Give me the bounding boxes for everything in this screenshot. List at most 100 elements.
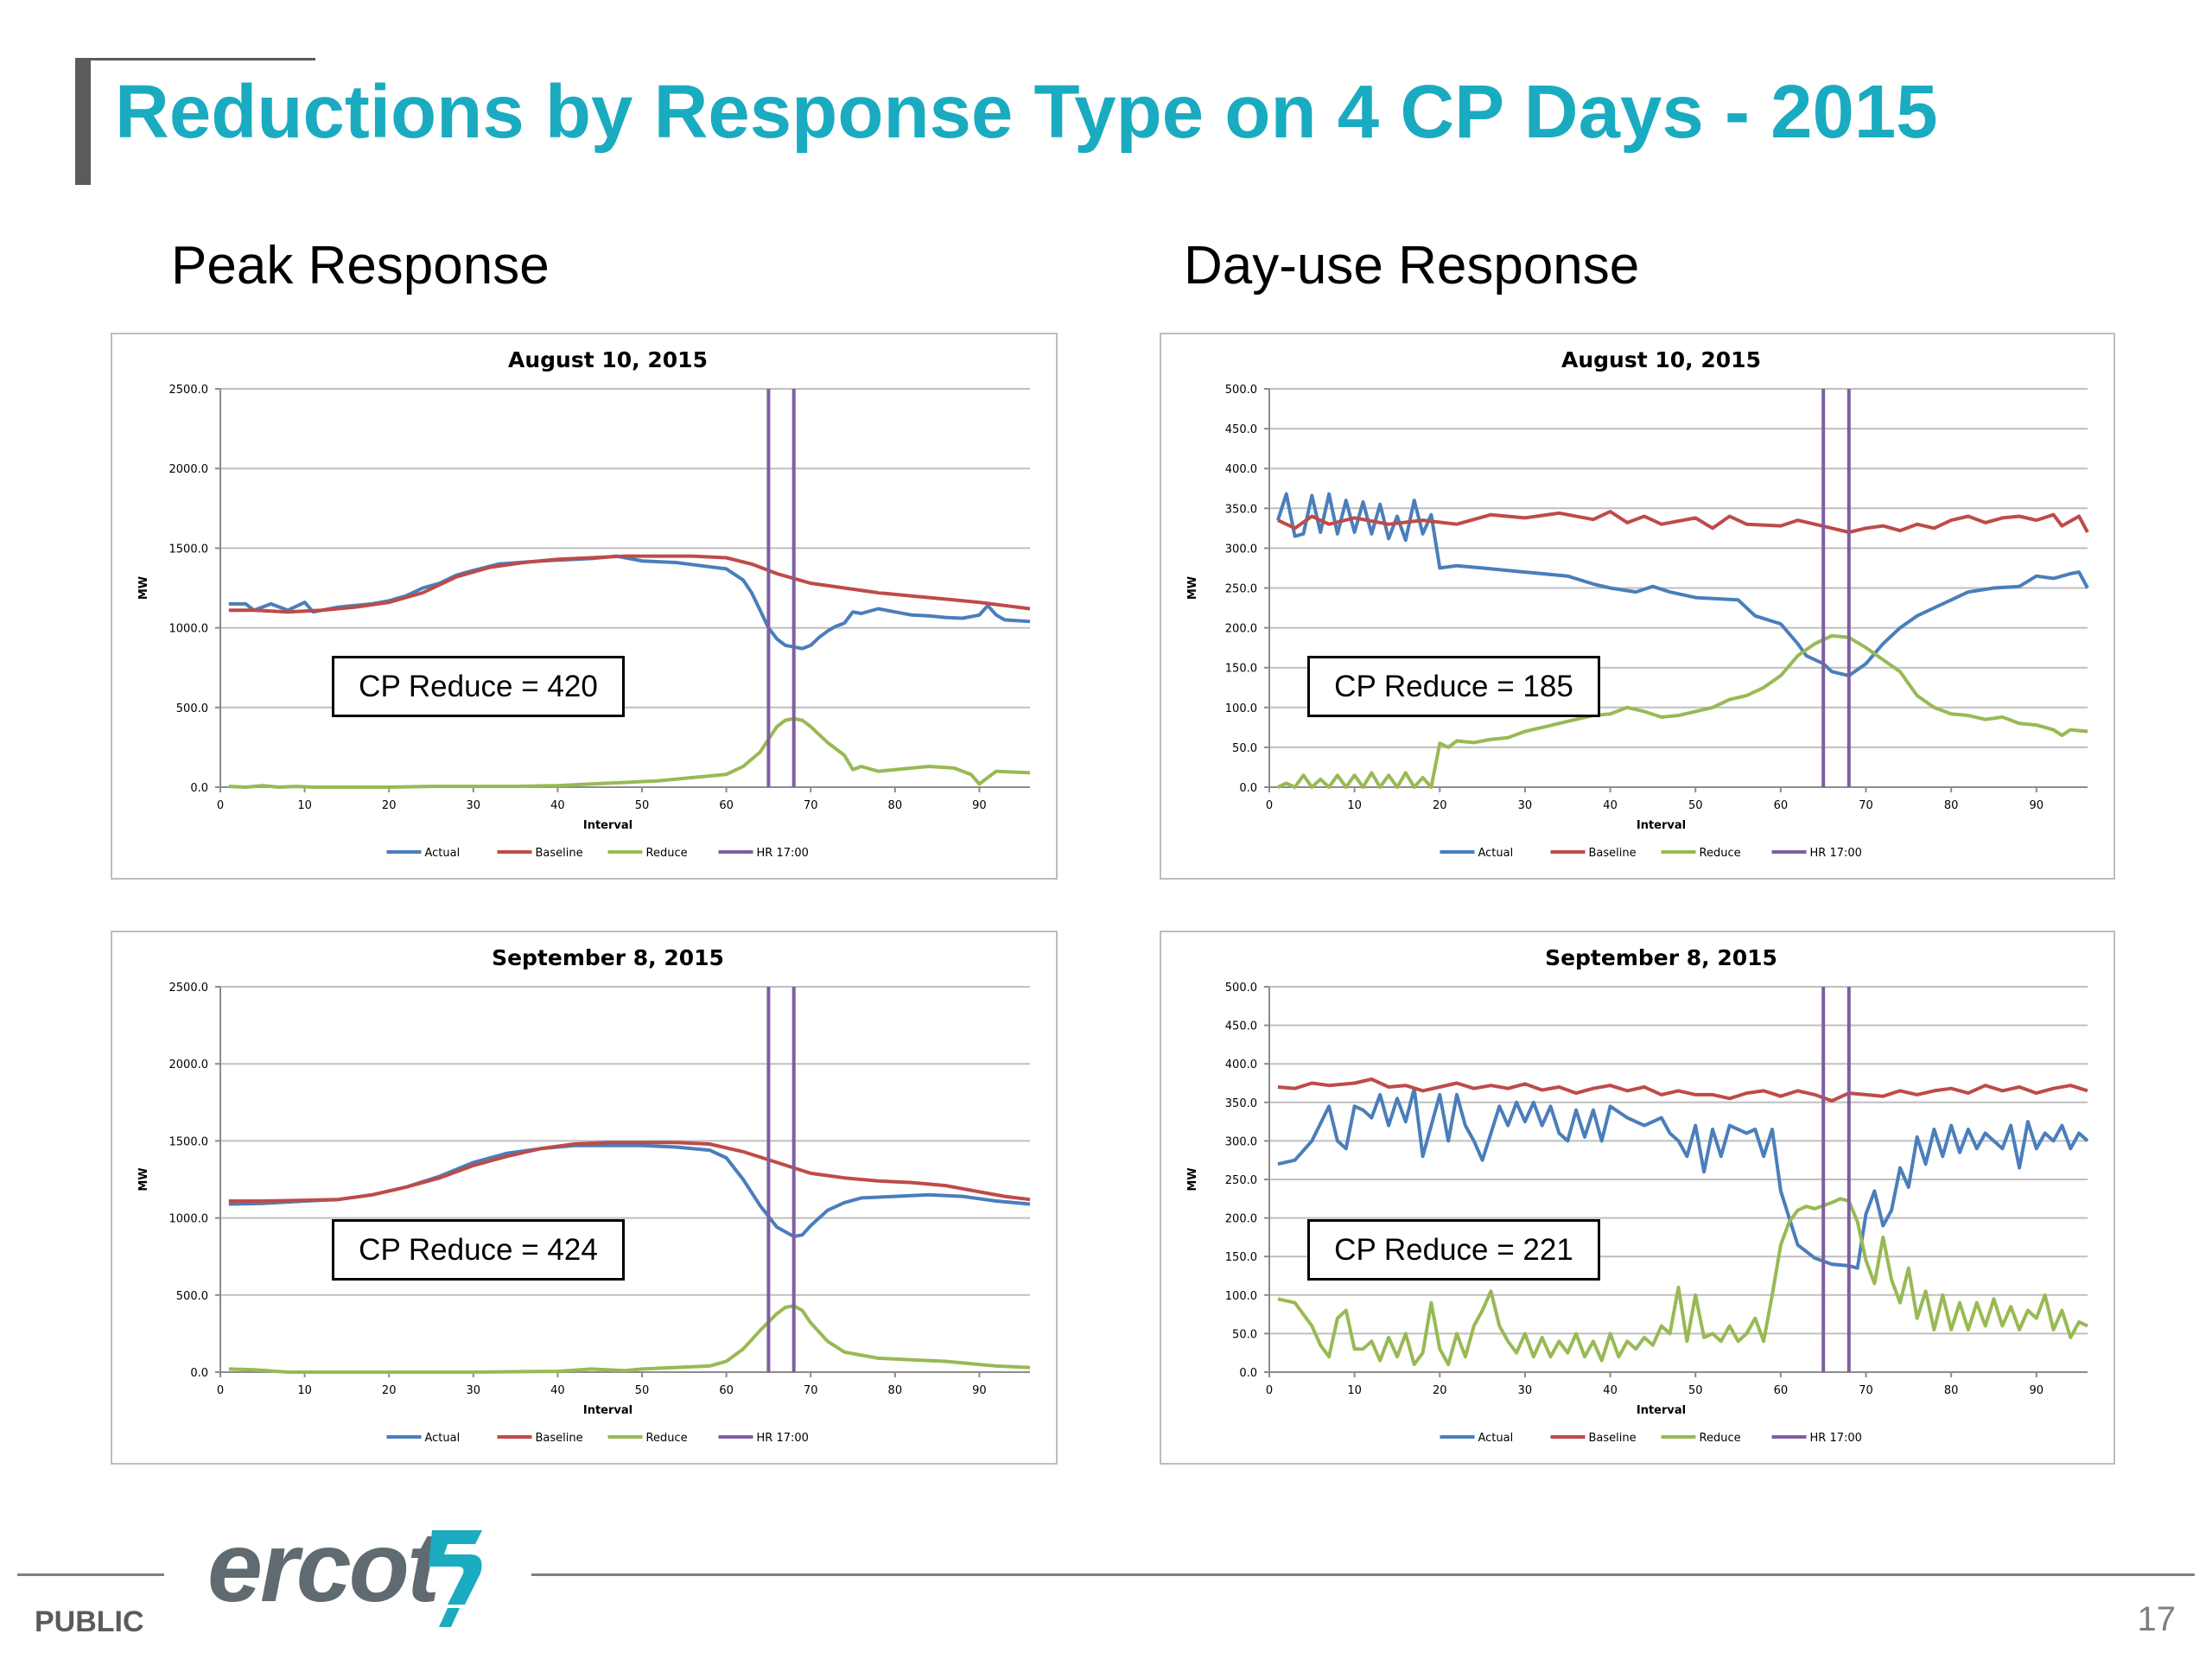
series-line-baseline [1277, 1077, 2088, 1103]
y-tick-label: 500.0 [176, 1290, 208, 1303]
chart-svg: August 10, 2015 0.0 50.0 100.0 150.0 200.0 250… [1186, 347, 2089, 860]
legend-label: HR 17:00 [757, 847, 809, 860]
cp-reduce-box-peak-september: CP Reduce = 424 [332, 1219, 625, 1281]
x-tick-label: 70 [1859, 799, 1873, 812]
y-axis-label: MW [1186, 1167, 1199, 1191]
slide-title: Reductions by Response Type on 4 CP Days… [115, 70, 1938, 154]
legend-label: Reduce [1700, 1432, 1741, 1445]
series-line-baseline [228, 1141, 1031, 1203]
y-tick-label: 400.0 [1225, 1058, 1257, 1071]
series-line-reduce [228, 716, 1031, 789]
x-tick-label: 80 [1944, 1384, 1959, 1397]
x-tick-label: 50 [635, 799, 650, 812]
series-line-baseline [228, 554, 1031, 614]
y-tick-label: 100.0 [1225, 702, 1257, 715]
chart-dayuse-august: August 10, 2015 0.0 50.0 100.0 150.0 200.0 250… [1160, 333, 2115, 880]
legend-label: Actual [425, 847, 461, 860]
series-line-baseline [1277, 510, 2089, 534]
x-tick-label: 10 [297, 799, 312, 812]
legend-label: Baseline [536, 847, 583, 860]
legend-label: Reduce [646, 847, 688, 860]
x-axis-label: Interval [1637, 1404, 1686, 1417]
y-tick-label: 2500.0 [169, 982, 209, 995]
x-tick-label: 60 [1774, 799, 1789, 812]
x-tick-label: 90 [972, 1384, 987, 1397]
y-tick-label: 500.0 [176, 702, 208, 715]
chart-title: August 10, 2015 [508, 347, 708, 372]
y-tick-label: 450.0 [1225, 1020, 1257, 1033]
y-tick-label: 0.0 [190, 782, 208, 795]
y-tick-label: 0.0 [1239, 1367, 1257, 1380]
series-line-reduce [228, 1304, 1031, 1374]
y-tick-label: 500.0 [1225, 384, 1257, 397]
chart-svg: August 10, 2015 0.0 500.0 1000.0 1500.0 2000.… [137, 347, 1031, 860]
x-tick-label: 50 [1688, 1384, 1703, 1397]
footer-line-left [17, 1573, 164, 1576]
legend-label: HR 17:00 [757, 1432, 809, 1445]
footer-line-right [531, 1573, 2195, 1576]
y-tick-label: 0.0 [1239, 782, 1257, 795]
x-tick-label: 60 [1774, 1384, 1789, 1397]
y-tick-label: 2000.0 [169, 1058, 209, 1071]
y-tick-label: 150.0 [1225, 1251, 1257, 1264]
series-line-reduce [1277, 1197, 2088, 1367]
y-tick-label: 350.0 [1225, 1097, 1257, 1110]
y-tick-label: 0.0 [190, 1367, 208, 1380]
chart-peak-august: August 10, 2015 0.0 500.0 1000.0 1500.0 2000.… [111, 333, 1058, 880]
y-tick-label: 150.0 [1225, 663, 1257, 676]
x-tick-label: 90 [2030, 799, 2044, 812]
y-tick-label: 50.0 [1232, 1328, 1257, 1341]
x-tick-label: 0 [217, 1384, 224, 1397]
x-tick-label: 20 [1433, 799, 1447, 812]
legend-label: Reduce [1700, 847, 1741, 860]
x-tick-label: 30 [467, 799, 481, 812]
series-line-actual [1277, 1086, 2089, 1270]
x-tick-label: 90 [972, 799, 987, 812]
chart-title: September 8, 2015 [1545, 945, 1777, 970]
series-line-reduce [1277, 633, 2088, 789]
x-tick-label: 10 [297, 1384, 312, 1397]
y-tick-label: 1000.0 [169, 623, 209, 636]
legend-label: Baseline [1589, 1432, 1637, 1445]
chart-svg: September 8, 2015 0.0 50.0 100.0 150.0 200.0 2… [1186, 945, 2089, 1445]
y-axis-label: MW [137, 1167, 150, 1191]
x-tick-label: 40 [1603, 1384, 1618, 1397]
cp-reduce-box-peak-august: CP Reduce = 420 [332, 656, 625, 717]
y-tick-label: 100.0 [1225, 1290, 1257, 1303]
x-tick-label: 70 [1859, 1384, 1873, 1397]
x-tick-label: 10 [1347, 1384, 1362, 1397]
x-tick-label: 90 [2030, 1384, 2044, 1397]
ercot-logo-mark-icon [413, 1525, 491, 1633]
x-tick-label: 40 [1603, 799, 1618, 812]
chart-title: September 8, 2015 [492, 945, 724, 970]
x-tick-label: 0 [1266, 799, 1273, 812]
x-tick-label: 50 [1688, 799, 1703, 812]
y-tick-label: 2000.0 [169, 463, 209, 476]
x-tick-label: 80 [1944, 799, 1959, 812]
series-line-actual [1275, 492, 2089, 677]
x-tick-label: 10 [1347, 799, 1362, 812]
x-tick-label: 70 [804, 799, 818, 812]
day-use-response-heading: Day-use Response [1184, 236, 1640, 296]
y-tick-label: 350.0 [1225, 503, 1257, 516]
ercot-logo-text: ercot [207, 1512, 440, 1623]
y-tick-label: 450.0 [1225, 423, 1257, 436]
x-tick-label: 20 [382, 799, 397, 812]
x-tick-label: 60 [719, 1384, 734, 1397]
x-tick-label: 80 [888, 1384, 903, 1397]
x-tick-label: 70 [804, 1384, 818, 1397]
peak-response-heading: Peak Response [171, 236, 550, 296]
series-line-actual [228, 554, 1031, 651]
x-axis-label: Interval [583, 819, 632, 832]
legend-label: HR 17:00 [1810, 1432, 1862, 1445]
y-tick-label: 1500.0 [169, 543, 209, 556]
y-tick-label: 300.0 [1225, 1135, 1257, 1148]
y-tick-label: 400.0 [1225, 463, 1257, 476]
y-axis-label: MW [1186, 576, 1199, 600]
x-tick-label: 20 [382, 1384, 397, 1397]
legend-label: Baseline [1589, 847, 1637, 860]
chart-peak-september: September 8, 2015 0.0 500.0 1000.0 1500.0 200… [111, 931, 1058, 1465]
y-tick-label: 250.0 [1225, 583, 1257, 596]
cp-reduce-box-dayuse-september: CP Reduce = 221 [1307, 1219, 1600, 1281]
title-accent-line [75, 58, 315, 60]
